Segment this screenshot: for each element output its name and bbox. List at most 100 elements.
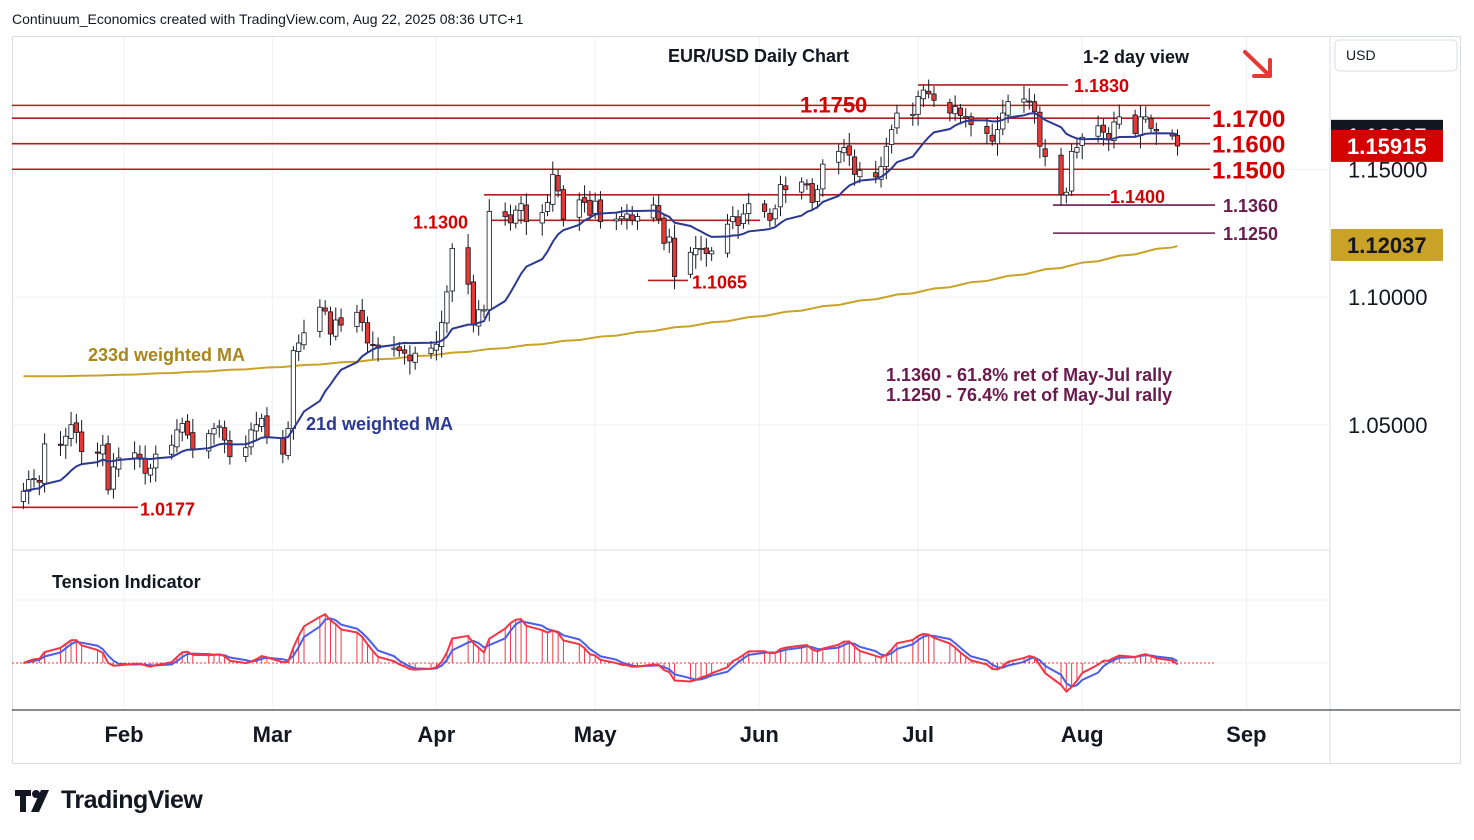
candle-body [57, 443, 64, 446]
candle-body [486, 211, 492, 311]
candle-body [100, 444, 106, 455]
candle-body [327, 311, 334, 335]
level-label-1.1250: 1.1250 [1223, 224, 1278, 244]
candle-body [142, 457, 148, 474]
ma233-polyline [23, 245, 1178, 378]
candle-body [1021, 98, 1027, 103]
candle-body [698, 248, 704, 251]
candle-body [671, 237, 678, 277]
candle-body [63, 435, 69, 446]
price-badge-bg [1331, 129, 1443, 162]
candle-body [1031, 101, 1038, 113]
axis-separators [12, 37, 1460, 763]
candle-body [724, 223, 731, 254]
candle-body [317, 306, 323, 332]
ma233-label: 233d weighted MA [88, 345, 245, 365]
candle-body [507, 214, 514, 224]
candle-body [550, 173, 556, 205]
candle-body [439, 322, 445, 347]
candle-body [465, 247, 471, 285]
candle-body [883, 145, 889, 167]
candle-body [370, 343, 376, 346]
chart-title: EUR/USD Daily Chart [668, 46, 849, 66]
candle-body [1174, 135, 1181, 147]
candle-body [989, 134, 995, 142]
candle-body [539, 212, 545, 224]
candle-body [290, 350, 297, 429]
tradingview-brand: TradingView [61, 786, 203, 814]
x-tick-label: Jul [902, 722, 934, 747]
candle-body [94, 451, 101, 454]
candle-body [1074, 147, 1080, 153]
candle-body [777, 184, 784, 208]
candle-body [1111, 121, 1117, 141]
candle-body [364, 322, 371, 344]
x-tick-label: Aug [1061, 722, 1104, 747]
candle-body [243, 447, 249, 457]
candle-body [296, 342, 302, 352]
price-badge-bg [1331, 228, 1443, 261]
candle-body [338, 317, 344, 326]
candle-body [280, 437, 286, 455]
candle-body [1148, 118, 1154, 129]
candle-body [116, 457, 122, 470]
candle-body [412, 352, 418, 363]
candle-body [544, 202, 551, 212]
candle-body [264, 415, 270, 438]
candle-body [846, 145, 852, 156]
candle-body [1063, 191, 1069, 196]
candle-body [401, 349, 408, 354]
candle-body [1042, 148, 1048, 157]
candle-body [994, 129, 1001, 145]
tradingview-logo: TradingView [15, 786, 203, 815]
candle-body [687, 251, 694, 275]
candle-body [857, 170, 863, 178]
y-tick-label: 1.10000 [1348, 285, 1428, 310]
candle-body [581, 197, 588, 203]
x-tick-label: Mar [253, 722, 293, 747]
candle-body [73, 422, 79, 433]
price-badge: 1.15915 [1347, 134, 1427, 159]
candle-body [804, 183, 810, 186]
candle-body [560, 189, 567, 220]
candle-body [502, 211, 508, 217]
price-axis: USD1.050001.100001.150001.163071.159151.… [1331, 39, 1458, 438]
candle-body [576, 199, 582, 218]
candle-body [931, 93, 937, 101]
candle-body [359, 309, 365, 323]
level-label-1.1065: 1.1065 [692, 272, 747, 292]
x-tick-label: Sep [1226, 722, 1266, 747]
candle-body [730, 216, 736, 223]
x-tick-label: May [574, 722, 618, 747]
candle-body [433, 343, 439, 351]
candle-body [301, 332, 307, 346]
level-label-1.1830: 1.1830 [1074, 76, 1129, 96]
currency-label: USD [1346, 47, 1376, 63]
candle-body [1137, 116, 1144, 137]
candle-body [703, 247, 709, 254]
candle-body [1058, 154, 1064, 196]
tension-main-line [23, 613, 1179, 694]
candle-body [1095, 125, 1101, 137]
candle-body [878, 166, 884, 180]
candle-body [666, 236, 672, 243]
candle-body [449, 248, 455, 292]
candle-body [984, 125, 990, 134]
candle-body [174, 429, 180, 448]
candle-body [137, 453, 143, 460]
fib-note-2: 1.1250 - 76.4% ret of May-Jul rally [886, 385, 1172, 405]
candle-body [179, 423, 185, 433]
candle-body [79, 431, 85, 452]
candle-body [131, 452, 138, 459]
candle-body [920, 89, 926, 100]
candle-body [147, 467, 154, 476]
candle-body [746, 203, 752, 214]
candle-body [322, 307, 328, 312]
candle-body [836, 150, 842, 163]
candle-body [110, 466, 117, 490]
level-label-1.0177: 1.0177 [140, 499, 195, 519]
candle-body [285, 428, 291, 456]
candle-body [1132, 114, 1138, 134]
